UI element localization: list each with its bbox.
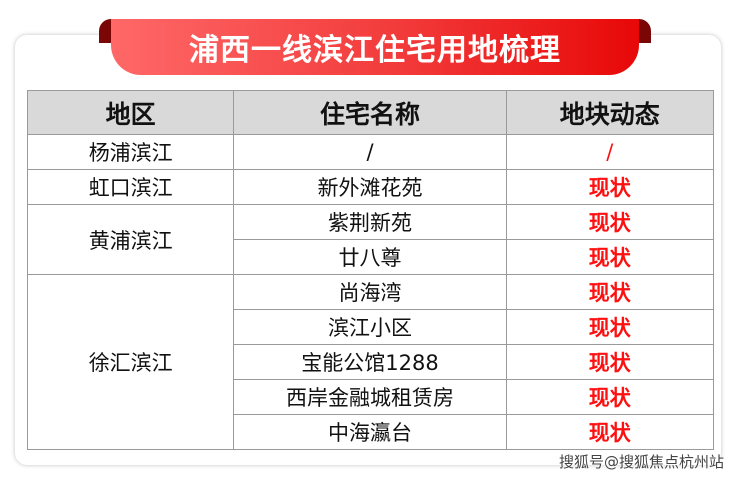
status-cell: 现状: [505, 239, 715, 275]
table-row: 虹口滨江 新外滩花苑 现状: [26, 169, 715, 205]
name-cell: 紫荆新苑: [233, 204, 507, 240]
name-cell: 新外滩花苑: [233, 169, 507, 205]
region-cell: 黄浦滨江: [26, 204, 235, 275]
name-cell: 中海瀛台: [233, 414, 507, 450]
table-row: 黄浦滨江 紫荆新苑 现状: [26, 204, 715, 275]
region-cell: 杨浦滨江: [26, 134, 235, 170]
table-header-row: 地区 住宅名称 地块动态: [26, 90, 715, 135]
region-cell: 徐汇滨江: [26, 274, 235, 450]
status-cell: 现状: [505, 309, 715, 345]
name-cell: 滨江小区: [233, 309, 507, 345]
table-row: 中海瀛台 现状: [28, 414, 715, 450]
table-row: 西岸金融城租赁房 现状: [28, 379, 715, 415]
status-cell: 现状: [505, 274, 715, 310]
region-cell: 虹口滨江: [26, 169, 235, 205]
name-cell: 廿八尊: [233, 239, 507, 275]
name-cell: /: [233, 134, 507, 170]
status-cell: 现状: [505, 379, 715, 415]
header-region: 地区: [26, 90, 235, 135]
header-name: 住宅名称: [233, 90, 507, 135]
status-cell: 现状: [505, 204, 715, 240]
table-row: 宝能公馆1288 现状: [28, 344, 715, 380]
status-cell: 现状: [505, 169, 715, 205]
header-status: 地块动态: [505, 90, 715, 135]
status-cell: /: [505, 134, 715, 170]
table-row: 杨浦滨江 / /: [26, 134, 715, 170]
name-cell: 尚海湾: [233, 274, 507, 310]
status-cell: 现状: [505, 414, 715, 450]
status-cell: 现状: [505, 344, 715, 380]
page-title: 浦西一线滨江住宅用地梳理: [189, 33, 561, 68]
watermark: 搜狐号@搜狐焦点杭州站: [558, 453, 724, 471]
ribbon-banner: 浦西一线滨江住宅用地梳理: [111, 19, 639, 75]
name-cell: 西岸金融城租赁房: [233, 379, 507, 415]
title-ribbon: 浦西一线滨江住宅用地梳理: [99, 19, 651, 75]
table-row: 廿八尊 现状: [28, 239, 715, 275]
name-cell: 宝能公馆1288: [233, 344, 507, 380]
table-row: 徐汇滨江 尚海湾 现状: [26, 274, 715, 450]
land-table: 地区 住宅名称 地块动态 杨浦滨江 / / 虹口滨江 新外滩花苑 现状 黄浦滨江 紫荆新苑 现状…: [26, 90, 715, 450]
